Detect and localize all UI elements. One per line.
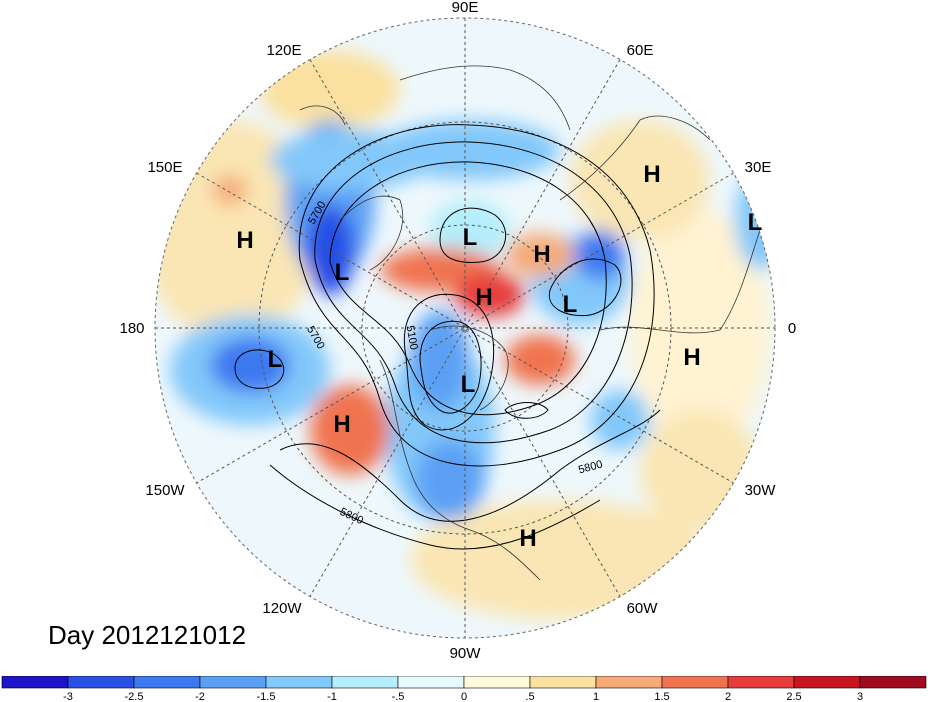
colorbar-tick-label: -1 (327, 691, 337, 702)
pressure-center-low: L (563, 291, 578, 318)
day-title: Day 2012121012 (48, 620, 247, 650)
height-contours (234, 124, 661, 550)
colorbar-swatch (199, 676, 267, 689)
colorbar-tick-label: -.5 (392, 691, 405, 702)
pressure-center-high: H (643, 161, 660, 188)
colorbar-tick-label: -2 (195, 691, 205, 702)
colorbar-swatch (265, 676, 333, 689)
colorbar-swatch (331, 676, 399, 689)
lon-label-90w: 90W (450, 645, 482, 662)
colorbar-swatch (133, 676, 201, 689)
lon-label-90e: 90E (452, 0, 479, 16)
anomaly-shading (155, 18, 775, 638)
colorbar-tick-label: 2 (725, 691, 731, 702)
colorbar-swatch (463, 676, 531, 689)
pressure-center-low: L (461, 371, 476, 398)
lon-label-60w: 60W (627, 600, 659, 617)
coastlines (299, 65, 761, 581)
graticule (155, 18, 775, 638)
colorbar-tick-label: 1 (593, 691, 599, 702)
lon-label-150e: 150E (147, 159, 182, 176)
longitude-labels: 90E 60E 30E 0 30W 60W 90W 120W 150W 180 … (119, 0, 796, 662)
pressure-center-low: L (463, 224, 478, 251)
colorbar-tick-label: 0 (461, 691, 467, 702)
colorbar-swatch (661, 676, 729, 689)
colorbar-swatch (529, 676, 597, 689)
colorbar-swatch (1, 676, 69, 689)
colorbar-tick-label: -2.5 (125, 691, 144, 702)
lon-label-120w: 120W (262, 600, 302, 617)
colorbar-tick-label: 3 (857, 691, 863, 702)
pressure-center-high: H (475, 284, 492, 311)
lon-label-180: 180 (119, 320, 144, 337)
lon-label-30e: 30E (745, 159, 772, 176)
colorbar-tick-label: .5 (525, 691, 534, 702)
lon-label-120e: 120E (266, 42, 301, 59)
pressure-center-high: H (533, 241, 550, 268)
colorbar-swatch (793, 676, 861, 689)
colorbar-swatch (859, 676, 927, 689)
colorbar-tick-label: -1.5 (257, 691, 276, 702)
map-boundary (154, 17, 776, 639)
colorbar: -3 -2.5 -2 -1.5 -1 -.5 0 .5 1 1.5 2 2.5 3 (1, 676, 927, 702)
colorbar-swatch (397, 676, 465, 689)
pressure-center-low: L (268, 346, 283, 373)
pressure-center-low: L (748, 209, 763, 236)
colorbar-tick-label: 1.5 (654, 691, 669, 702)
pressure-center-high: H (683, 344, 700, 371)
pressure-center-high: H (236, 227, 253, 254)
lon-label-30w: 30W (745, 482, 777, 499)
lon-label-0: 0 (788, 320, 796, 337)
polar-map: 90E 60E 30E 0 30W 60W 90W 120W 150W 180 … (119, 0, 796, 662)
contour-label: 5100 (404, 325, 420, 351)
lon-label-60e: 60E (627, 42, 654, 59)
pressure-center-high: H (519, 525, 536, 552)
colorbar-swatch (67, 676, 135, 689)
colorbar-swatch (727, 676, 795, 689)
colorbar-tick-label: 2.5 (786, 691, 801, 702)
lon-label-150w: 150W (145, 482, 185, 499)
pressure-center-low: L (335, 259, 350, 286)
pressure-centers: H L L H H L H L H L H L H H (236, 161, 762, 552)
pressure-center-high: H (333, 411, 350, 438)
colorbar-tick-label: -3 (63, 691, 73, 702)
colorbar-swatch (595, 676, 663, 689)
